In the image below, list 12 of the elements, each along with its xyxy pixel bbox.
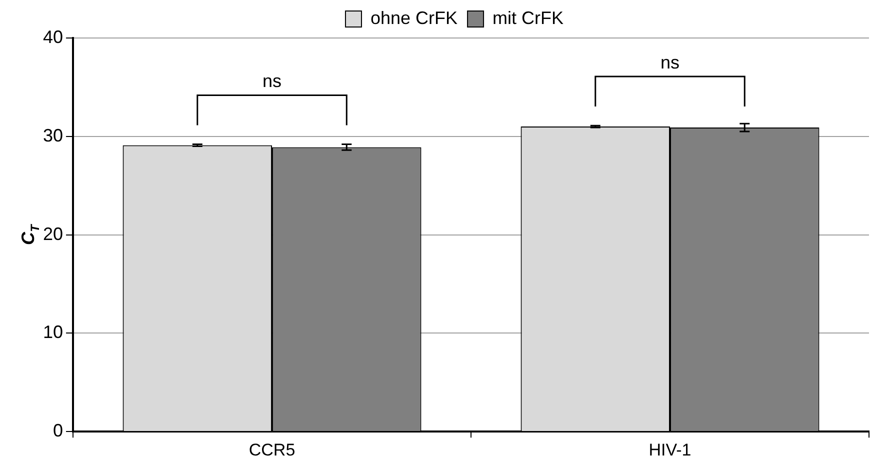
- y-tick-label: 40: [42, 26, 64, 47]
- annotation: ns: [660, 52, 680, 73]
- annotation: ns: [262, 71, 282, 92]
- y-axis-title: CT: [18, 222, 42, 245]
- y-tick-label: 30: [42, 125, 64, 146]
- x-tick-label: HIV-1: [648, 440, 692, 460]
- legend-label: mit CrFK: [492, 8, 564, 28]
- legend-label: ohne CrFK: [370, 8, 458, 28]
- y-tick-label: 20: [42, 224, 64, 244]
- y-tick-label: 0: [53, 420, 64, 441]
- x-tick-label: CCR5: [248, 440, 296, 460]
- y-tick-label: 10: [42, 322, 64, 342]
